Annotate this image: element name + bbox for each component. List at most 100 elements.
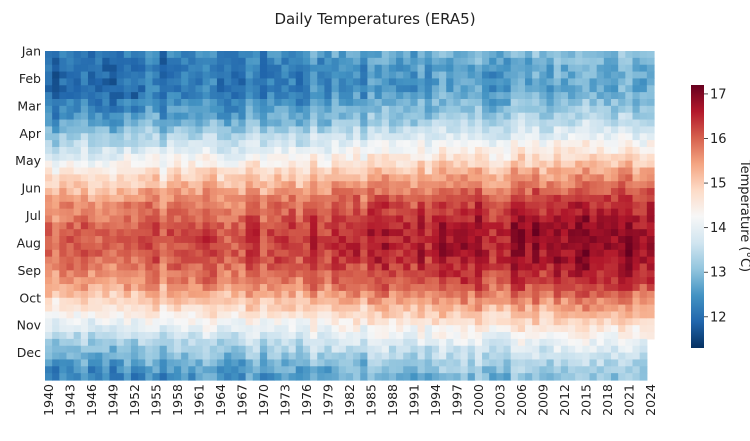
heatmap-cell [568,215,576,223]
heatmap-cell [474,352,483,361]
heatmap-cell [446,208,454,217]
heatmap-cell [611,51,619,59]
heatmap-cell [596,188,605,196]
heatmap-cell [45,57,53,66]
heatmap-cell [482,140,490,148]
heatmap-cell [345,153,354,162]
heatmap-cell [496,51,505,59]
heatmap-cell [353,325,361,333]
heatmap-cell [209,57,218,66]
heatmap-cell [310,57,318,66]
heatmap-cell [267,98,275,107]
heatmap-cell [324,277,333,285]
heatmap-cell [467,222,476,230]
heatmap-cell [431,181,440,189]
heatmap-cell [259,98,268,107]
heatmap-cell [52,112,60,121]
heatmap-cell [482,133,490,141]
heatmap-cell [66,345,75,354]
heatmap-cell [102,297,111,306]
heatmap-cell [45,373,53,381]
heatmap-cell [482,325,490,333]
heatmap-cell [417,174,426,182]
heatmap-cell [589,229,598,237]
heatmap-cell [324,160,333,169]
heatmap-cell [639,352,648,361]
heatmap-cell [302,153,311,162]
heatmap-cell [460,153,469,162]
heatmap-cell [338,359,347,367]
heatmap-cell [66,174,75,182]
heatmap-cell [646,153,655,162]
heatmap-cell [353,153,361,162]
heatmap-cell [639,194,648,203]
heatmap-cell [259,332,268,340]
heatmap-cell [188,194,197,203]
heatmap-cell [138,92,146,100]
heatmap-cell [403,133,411,141]
heatmap-cell [202,71,211,80]
heatmap-cell [417,71,426,80]
heatmap-cell [403,85,411,93]
heatmap-cell [553,345,562,354]
heatmap-cell [317,366,326,374]
heatmap-cell [568,263,576,271]
heatmap-cell [324,112,333,121]
heatmap-cell [546,345,555,354]
heatmap-cell [482,194,490,203]
heatmap-cell [345,160,354,169]
heatmap-cell [539,352,548,361]
heatmap-cell [231,105,240,114]
heatmap-cell [589,208,598,217]
heatmap-cell [66,112,75,121]
heatmap-cell [453,78,462,86]
heatmap-cell [417,352,426,361]
heatmap-cell [496,201,505,210]
heatmap-cell [324,352,333,361]
heatmap-cell [238,242,247,251]
heatmap-cell [181,160,189,169]
heatmap-cell [252,345,261,354]
heatmap-cell [152,256,161,265]
heatmap-cell [410,51,419,59]
heatmap-cell [302,51,311,59]
heatmap-cell [489,270,497,278]
heatmap-cell [388,64,397,73]
heatmap-cell [281,208,290,217]
heatmap-cell [259,263,268,271]
heatmap-cell [532,359,540,367]
heatmap-cell [625,290,634,299]
heatmap-cell [216,263,225,271]
heatmap-cell [116,256,125,265]
heatmap-cell [496,332,505,340]
heatmap-cell [231,229,240,237]
heatmap-cell [446,311,454,319]
heatmap-cell [302,126,311,134]
heatmap-cell [424,222,433,230]
heatmap-cell [216,345,225,354]
heatmap-cell [467,290,476,299]
heatmap-cell [424,270,433,278]
heatmap-cell [302,181,311,189]
heatmap-cell [453,366,462,374]
heatmap-cell [145,297,154,306]
heatmap-cell [138,290,146,299]
x-tick-label: 2003 [493,384,508,416]
heatmap-cell [109,181,118,189]
heatmap-cell [274,338,283,347]
heatmap-cell [439,181,447,189]
heatmap-cell [446,57,454,66]
heatmap-cell [324,338,333,347]
heatmap-cell [381,85,390,93]
heatmap-cell [345,105,354,114]
heatmap-cell [446,133,454,141]
heatmap-cell [181,284,189,292]
heatmap-cell [324,201,333,210]
heatmap-cell [568,352,576,361]
heatmap-cell [95,311,103,319]
heatmap-cell [646,71,655,80]
heatmap-cell [539,126,548,134]
heatmap-cell [324,167,333,175]
heatmap-cell [431,105,440,114]
heatmap-cell [439,325,447,333]
